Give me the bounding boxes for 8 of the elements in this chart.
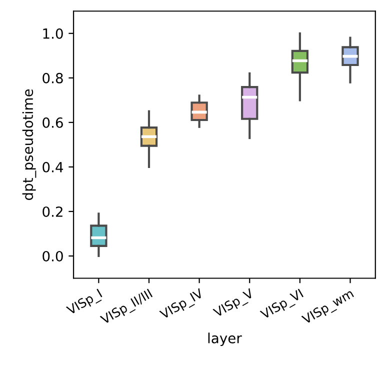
y-tick-label: 0.8 bbox=[42, 72, 63, 84]
y-axis-title: dpt_pseudotime bbox=[22, 89, 36, 200]
y-tick-label: 0.4 bbox=[42, 162, 64, 172]
y-tick-label: 0.0 bbox=[42, 250, 63, 262]
x-axis-title: layer bbox=[208, 332, 242, 346]
y-tick-label: 0.2 bbox=[42, 206, 62, 217]
y-tick-label: 0.6 bbox=[42, 117, 63, 128]
y-tick-label: 1.0 bbox=[43, 28, 63, 39]
